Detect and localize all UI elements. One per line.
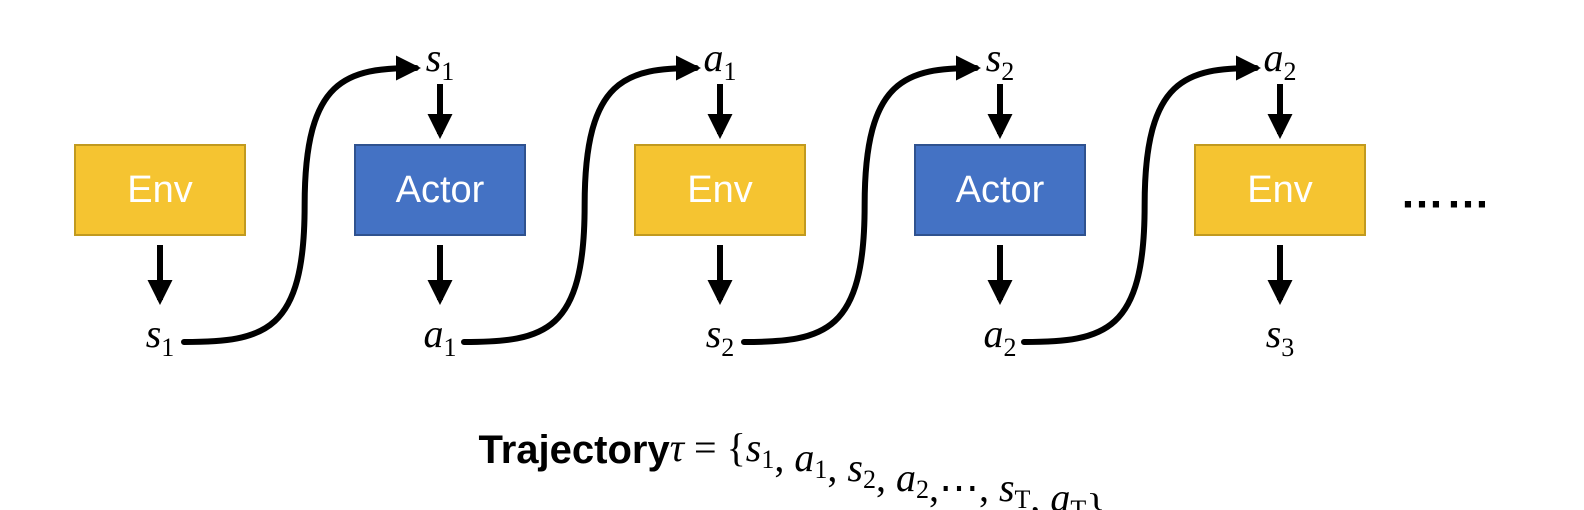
env-label-2: Env bbox=[687, 169, 752, 211]
env-label-0: Env bbox=[127, 169, 192, 211]
trajectory-diagram: EnvActorEnvActorEnvs1s1a1a1s2s2a2a2s3……T… bbox=[0, 0, 1584, 510]
actor-label-1: Actor bbox=[396, 169, 485, 211]
actor-label-3: Actor bbox=[956, 169, 1045, 211]
ellipsis: …… bbox=[1400, 169, 1492, 218]
env-label-4: Env bbox=[1247, 169, 1312, 211]
canvas-bg bbox=[0, 0, 1584, 510]
formula-label: Trajectory bbox=[478, 428, 670, 472]
